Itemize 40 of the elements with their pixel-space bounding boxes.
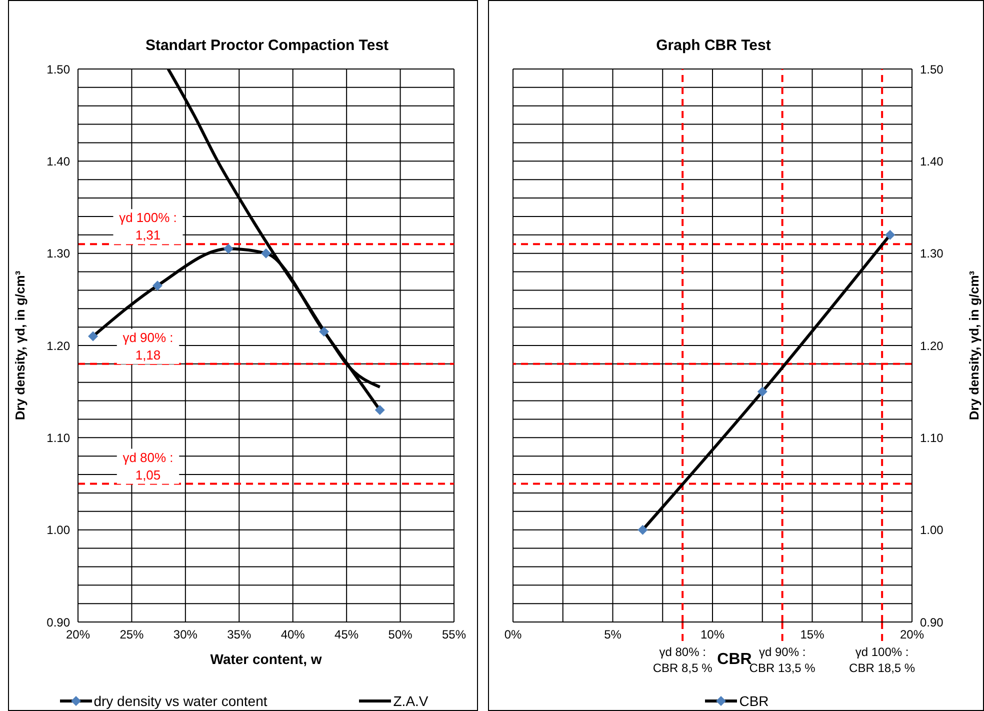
x-tick-label: 50% <box>388 628 413 642</box>
x-tick-label: 35% <box>227 628 252 642</box>
y-tick-label: 1.30 <box>46 246 70 261</box>
y-tick-label: 1.00 <box>46 523 70 538</box>
y2-tick-label: 1.10 <box>920 430 944 445</box>
x-tick-label: 15% <box>800 628 825 642</box>
y2-tick-label: 1.50 <box>920 62 944 76</box>
x-tick-label: 0% <box>504 628 522 642</box>
x-tick-label: 25% <box>120 628 144 642</box>
y-tick-label: 1.10 <box>46 430 70 445</box>
y2-tick-label: 1.20 <box>920 338 944 353</box>
x-axis-title: Water content, w <box>210 651 322 667</box>
x-tick-label: 10% <box>700 628 725 642</box>
x-tick-label: 20% <box>900 628 924 642</box>
ref-line-label: γd 90% : 1,18 <box>122 330 174 362</box>
ref-line-label: γd 80% : CBR 8,5 % <box>652 645 713 676</box>
chart-title: Standart Proctor Compaction Test <box>144 37 390 54</box>
legend-label: dry density vs water content <box>94 693 268 709</box>
x-tick-label: 40% <box>280 628 306 642</box>
y-tick-label: 1.40 <box>46 154 70 168</box>
ref-line-label: γd 100% : CBR 18,5 % <box>849 645 916 676</box>
y-tick-label: 1.20 <box>46 338 70 353</box>
chart-title: Graph CBR Test <box>655 37 772 54</box>
text: CBR <box>739 693 769 709</box>
y2-tick-label: 1.40 <box>920 154 944 168</box>
x-tick-label: 45% <box>334 628 359 642</box>
ref-line-label: γd 80% : 1,05 <box>122 450 174 482</box>
y2-tick-label: 0.90 <box>920 615 944 630</box>
y-tick-label: 0.90 <box>46 615 70 630</box>
x-tick-label: 55% <box>442 628 466 642</box>
x-tick-label: 5% <box>604 628 622 642</box>
y2-tick-label: 1.00 <box>920 523 944 538</box>
y-axis-title: Dry density, γd, in g/cm³ <box>12 270 28 420</box>
ref-line-label: γd 100% : 1,31 <box>119 210 177 243</box>
legend-label: Z.A.V <box>393 693 428 709</box>
y2-tick-label: 1.30 <box>920 246 944 261</box>
x-tick-label: 30% <box>173 628 198 642</box>
y2-axis-title: Dry density, γd, in g/cm³ <box>966 270 982 420</box>
y-tick-label: 1.50 <box>46 62 70 76</box>
x-tick-label: 20% <box>66 628 90 642</box>
